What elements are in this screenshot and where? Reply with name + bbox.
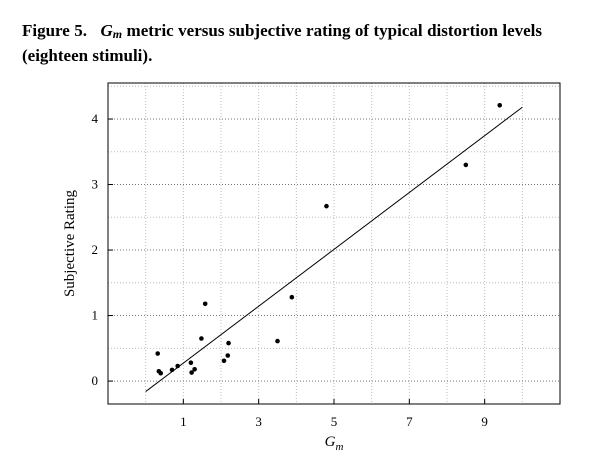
y-tick-label: 2 (92, 242, 99, 257)
data-point (189, 370, 194, 375)
x-tick-label: 7 (406, 414, 413, 429)
data-point (289, 294, 295, 300)
data-point (497, 102, 503, 108)
data-point (275, 338, 280, 344)
x-tick-label: 1 (180, 414, 187, 429)
data-point (463, 162, 469, 168)
y-axis-title: Subjective Rating (62, 189, 78, 297)
data-point (158, 370, 164, 376)
data-point (188, 360, 194, 366)
gm-symbol: Gm (100, 21, 123, 41)
y-tick-label: 1 (92, 308, 99, 323)
regression-line (145, 106, 523, 392)
data-point (221, 358, 227, 364)
x-tick-label: 5 (331, 414, 338, 429)
x-axis-title: Gm (325, 434, 344, 453)
data-point (202, 301, 208, 307)
figure-caption: Figure 5. Gm metric versus subjective ra… (22, 20, 542, 67)
y-tick-label: 0 (92, 373, 99, 388)
data-point (199, 336, 204, 341)
data-point (225, 353, 231, 358)
caption-text: metric versus subjective rating of typic… (22, 21, 543, 65)
data-point (324, 203, 329, 209)
data-point (169, 367, 175, 373)
x-tick-label: 3 (255, 414, 262, 429)
y-tick-label: 3 (92, 177, 99, 192)
x-tick-label: 9 (481, 414, 488, 429)
y-tick-label: 4 (92, 111, 99, 126)
data-point (226, 340, 231, 346)
data-point (175, 363, 180, 369)
grid-lines (108, 83, 560, 404)
data-point (192, 366, 197, 372)
data-points (155, 102, 503, 376)
figure-label: Figure 5. (22, 21, 88, 40)
data-point (155, 351, 161, 356)
axis-ticks: 1 3 5 7 9 0 1 2 3 4 (92, 111, 488, 429)
